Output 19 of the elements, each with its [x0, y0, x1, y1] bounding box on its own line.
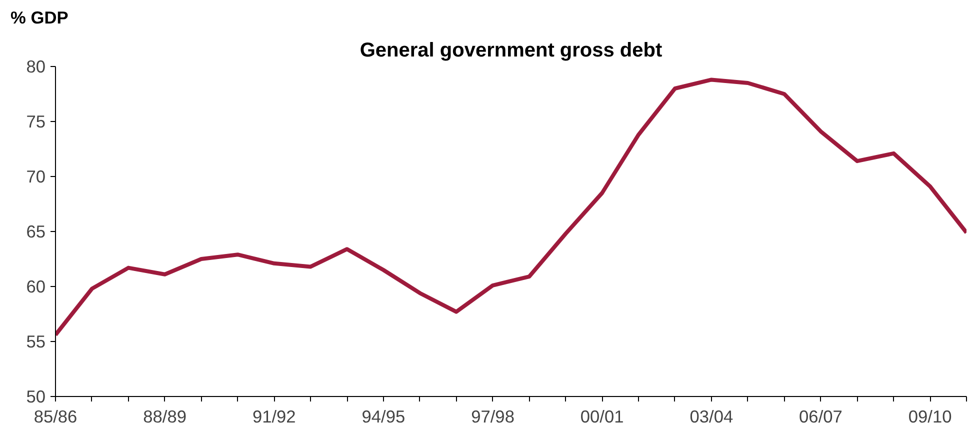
y-tick-label: 80 [26, 56, 46, 76]
x-tick-label: 00/01 [580, 406, 624, 426]
x-tick-label: 03/04 [690, 406, 734, 426]
x-tick-label: 85/86 [34, 406, 78, 426]
y-tick-label: 70 [26, 166, 46, 186]
x-tick-label: 97/98 [471, 406, 514, 426]
y-tick-label: 65 [26, 222, 46, 242]
x-tick-label: 91/92 [252, 406, 296, 426]
y-axis-title: % GDP [10, 8, 68, 28]
y-tick-label: 60 [26, 276, 46, 296]
x-tick-label: 06/07 [799, 406, 842, 426]
x-tick-label: 94/95 [362, 406, 406, 426]
line-series [56, 78, 966, 337]
y-tick-label: 55 [26, 332, 46, 352]
y-tick-label: 50 [26, 386, 46, 406]
x-tick-label: 88/89 [143, 406, 187, 426]
x-tick-label: 09/10 [908, 406, 952, 426]
chart-title: General government gross debt [360, 40, 662, 62]
y-tick-label: 75 [26, 112, 46, 132]
